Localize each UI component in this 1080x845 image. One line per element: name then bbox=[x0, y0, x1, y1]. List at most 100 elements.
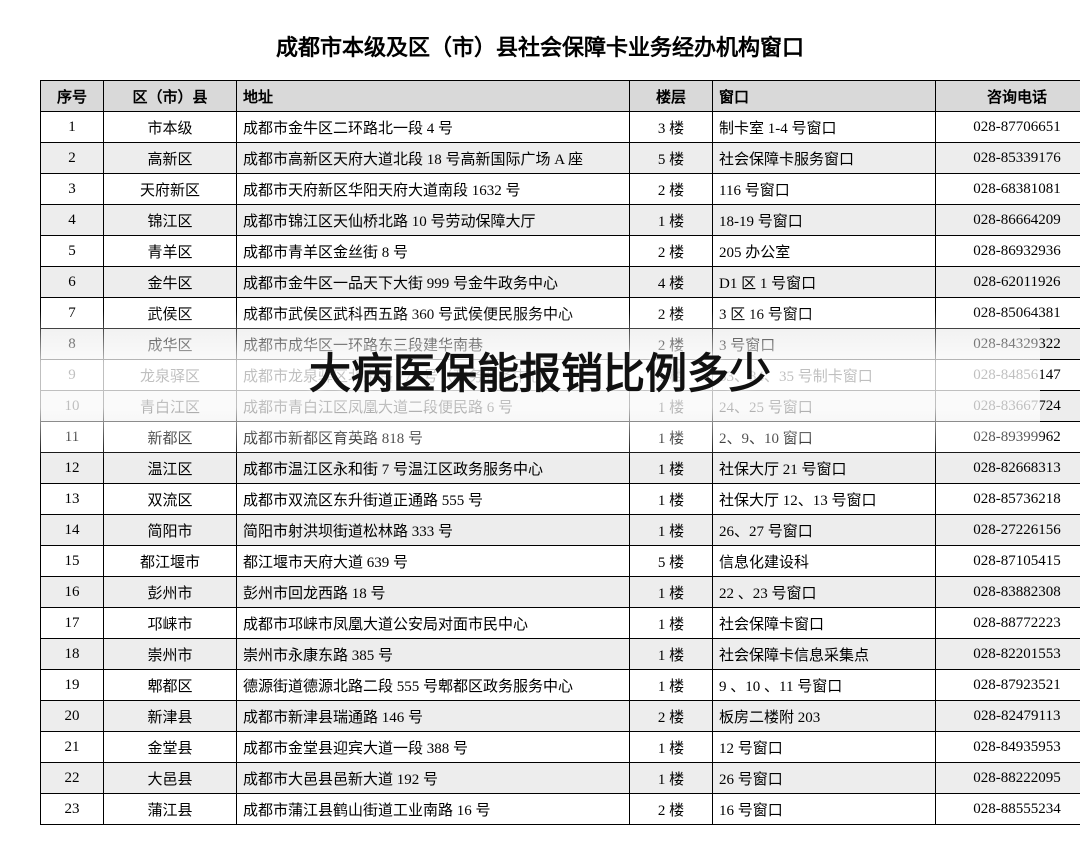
table-row: 21金堂县成都市金堂县迎宾大道一段 388 号1 楼12 号窗口028-8493… bbox=[41, 732, 1080, 763]
cell-window: 3 区 16 号窗口 bbox=[713, 298, 936, 329]
cell-seq: 4 bbox=[41, 205, 104, 236]
cell-window: 制卡室 1-4 号窗口 bbox=[713, 112, 936, 143]
table-row: 16彭州市彭州市回龙西路 18 号1 楼22 、23 号窗口028-838823… bbox=[41, 577, 1080, 608]
col-district: 区（市）县 bbox=[104, 81, 237, 112]
cell-district: 高新区 bbox=[104, 143, 237, 174]
cell-phone: 028-27226156 bbox=[936, 515, 1080, 546]
table-row: 18崇州市崇州市永康东路 385 号1 楼社会保障卡信息采集点028-82201… bbox=[41, 639, 1080, 670]
cell-district: 市本级 bbox=[104, 112, 237, 143]
cell-district: 锦江区 bbox=[104, 205, 237, 236]
cell-window: 205 办公室 bbox=[713, 236, 936, 267]
table-row: 15都江堰市都江堰市天府大道 639 号5 楼信息化建设科028-8710541… bbox=[41, 546, 1080, 577]
cell-floor: 1 楼 bbox=[630, 515, 713, 546]
cell-address: 崇州市永康东路 385 号 bbox=[237, 639, 630, 670]
cell-floor: 4 楼 bbox=[630, 267, 713, 298]
cell-seq: 23 bbox=[41, 794, 104, 825]
cell-phone: 028-84856147 bbox=[936, 360, 1080, 391]
cell-address: 成都市金牛区一品天下大街 999 号金牛政务中心 bbox=[237, 267, 630, 298]
cell-phone: 028-84935953 bbox=[936, 732, 1080, 763]
cell-window: 信息化建设科 bbox=[713, 546, 936, 577]
cell-window: 16 号窗口 bbox=[713, 794, 936, 825]
table-row: 3天府新区成都市天府新区华阳天府大道南段 1632 号2 楼116 号窗口028… bbox=[41, 174, 1080, 205]
cell-phone: 028-82479113 bbox=[936, 701, 1080, 732]
cell-address: 成都市成华区一环路东三段建华南巷 bbox=[237, 329, 630, 360]
cell-seq: 12 bbox=[41, 453, 104, 484]
cell-phone: 028-88555234 bbox=[936, 794, 1080, 825]
cell-seq: 2 bbox=[41, 143, 104, 174]
cell-floor: 1 楼 bbox=[630, 360, 713, 391]
cell-phone: 028-87923521 bbox=[936, 670, 1080, 701]
cell-address: 成都市高新区天府大道北段 18 号高新国际广场 A 座 bbox=[237, 143, 630, 174]
cell-seq: 18 bbox=[41, 639, 104, 670]
cell-district: 金牛区 bbox=[104, 267, 237, 298]
cell-district: 崇州市 bbox=[104, 639, 237, 670]
cell-floor: 1 楼 bbox=[630, 732, 713, 763]
table-row: 14简阳市简阳市射洪坝街道松林路 333 号1 楼26、27 号窗口028-27… bbox=[41, 515, 1080, 546]
cell-address: 成都市温江区永和街 7 号温江区政务服务中心 bbox=[237, 453, 630, 484]
cell-phone: 028-87105415 bbox=[936, 546, 1080, 577]
cell-address: 成都市龙泉驿区北泉路 777 号（政务服务中心） bbox=[237, 360, 630, 391]
table-row: 12温江区成都市温江区永和街 7 号温江区政务服务中心1 楼社保大厅 21 号窗… bbox=[41, 453, 1080, 484]
cell-address: 简阳市射洪坝街道松林路 333 号 bbox=[237, 515, 630, 546]
cell-address: 成都市双流区东升街道正通路 555 号 bbox=[237, 484, 630, 515]
cell-phone: 028-86664209 bbox=[936, 205, 1080, 236]
cell-floor: 1 楼 bbox=[630, 484, 713, 515]
cell-phone: 028-83667724 bbox=[936, 391, 1080, 422]
cell-district: 成华区 bbox=[104, 329, 237, 360]
cell-seq: 11 bbox=[41, 422, 104, 453]
cell-district: 蒲江县 bbox=[104, 794, 237, 825]
cell-window: 26、27 号窗口 bbox=[713, 515, 936, 546]
cell-phone: 028-85736218 bbox=[936, 484, 1080, 515]
cell-phone: 028-83882308 bbox=[936, 577, 1080, 608]
cell-address: 成都市青白江区凤凰大道二段便民路 6 号 bbox=[237, 391, 630, 422]
table-row: 8成华区成都市成华区一环路东三段建华南巷2 楼3 号窗口028-84329322 bbox=[41, 329, 1080, 360]
cell-floor: 1 楼 bbox=[630, 608, 713, 639]
cell-floor: 2 楼 bbox=[630, 298, 713, 329]
col-address: 地址 bbox=[237, 81, 630, 112]
cell-seq: 22 bbox=[41, 763, 104, 794]
cell-seq: 20 bbox=[41, 701, 104, 732]
cell-window: 社会保障卡信息采集点 bbox=[713, 639, 936, 670]
cell-district: 大邑县 bbox=[104, 763, 237, 794]
col-seq: 序号 bbox=[41, 81, 104, 112]
table-row: 6金牛区成都市金牛区一品天下大街 999 号金牛政务中心4 楼D1 区 1 号窗… bbox=[41, 267, 1080, 298]
table-row: 7武侯区成都市武侯区武科西五路 360 号武侯便民服务中心2 楼3 区 16 号… bbox=[41, 298, 1080, 329]
cell-floor: 3 楼 bbox=[630, 112, 713, 143]
table-wrapper: 序号 区（市）县 地址 楼层 窗口 咨询电话 1市本级成都市金牛区二环路北一段 … bbox=[40, 80, 1040, 825]
table-row: 13双流区成都市双流区东升街道正通路 555 号1 楼社保大厅 12、13 号窗… bbox=[41, 484, 1080, 515]
cell-address: 成都市邛崃市凤凰大道公安局对面市民中心 bbox=[237, 608, 630, 639]
col-window: 窗口 bbox=[713, 81, 936, 112]
cell-window: 24、25 号窗口 bbox=[713, 391, 936, 422]
cell-window: 26 号窗口 bbox=[713, 763, 936, 794]
cell-floor: 1 楼 bbox=[630, 670, 713, 701]
cell-phone: 028-84329322 bbox=[936, 329, 1080, 360]
cell-district: 简阳市 bbox=[104, 515, 237, 546]
table-row: 17邛崃市成都市邛崃市凤凰大道公安局对面市民中心1 楼社会保障卡窗口028-88… bbox=[41, 608, 1080, 639]
cell-floor: 1 楼 bbox=[630, 205, 713, 236]
cell-seq: 13 bbox=[41, 484, 104, 515]
cell-window: 社会保障卡服务窗口 bbox=[713, 143, 936, 174]
cell-floor: 1 楼 bbox=[630, 422, 713, 453]
cell-floor: 1 楼 bbox=[630, 391, 713, 422]
cell-address: 成都市新都区育英路 818 号 bbox=[237, 422, 630, 453]
table-row: 2高新区成都市高新区天府大道北段 18 号高新国际广场 A 座5 楼社会保障卡服… bbox=[41, 143, 1080, 174]
cell-floor: 5 楼 bbox=[630, 143, 713, 174]
cell-floor: 1 楼 bbox=[630, 639, 713, 670]
cell-address: 成都市金牛区二环路北一段 4 号 bbox=[237, 112, 630, 143]
table-row: 5青羊区成都市青羊区金丝街 8 号2 楼205 办公室028-86932936 bbox=[41, 236, 1080, 267]
cell-district: 青羊区 bbox=[104, 236, 237, 267]
cell-floor: 2 楼 bbox=[630, 236, 713, 267]
cell-phone: 028-88772223 bbox=[936, 608, 1080, 639]
cell-seq: 8 bbox=[41, 329, 104, 360]
cell-district: 武侯区 bbox=[104, 298, 237, 329]
cell-phone: 028-85064381 bbox=[936, 298, 1080, 329]
cell-address: 成都市新津县瑞通路 146 号 bbox=[237, 701, 630, 732]
table-row: 22大邑县成都市大邑县邑新大道 192 号1 楼26 号窗口028-882220… bbox=[41, 763, 1080, 794]
cell-window: 116 号窗口 bbox=[713, 174, 936, 205]
cell-seq: 15 bbox=[41, 546, 104, 577]
col-phone: 咨询电话 bbox=[936, 81, 1080, 112]
cell-window: 22 、23 号窗口 bbox=[713, 577, 936, 608]
cell-window: 社会保障卡窗口 bbox=[713, 608, 936, 639]
cell-phone: 028-82201553 bbox=[936, 639, 1080, 670]
cell-address: 都江堰市天府大道 639 号 bbox=[237, 546, 630, 577]
